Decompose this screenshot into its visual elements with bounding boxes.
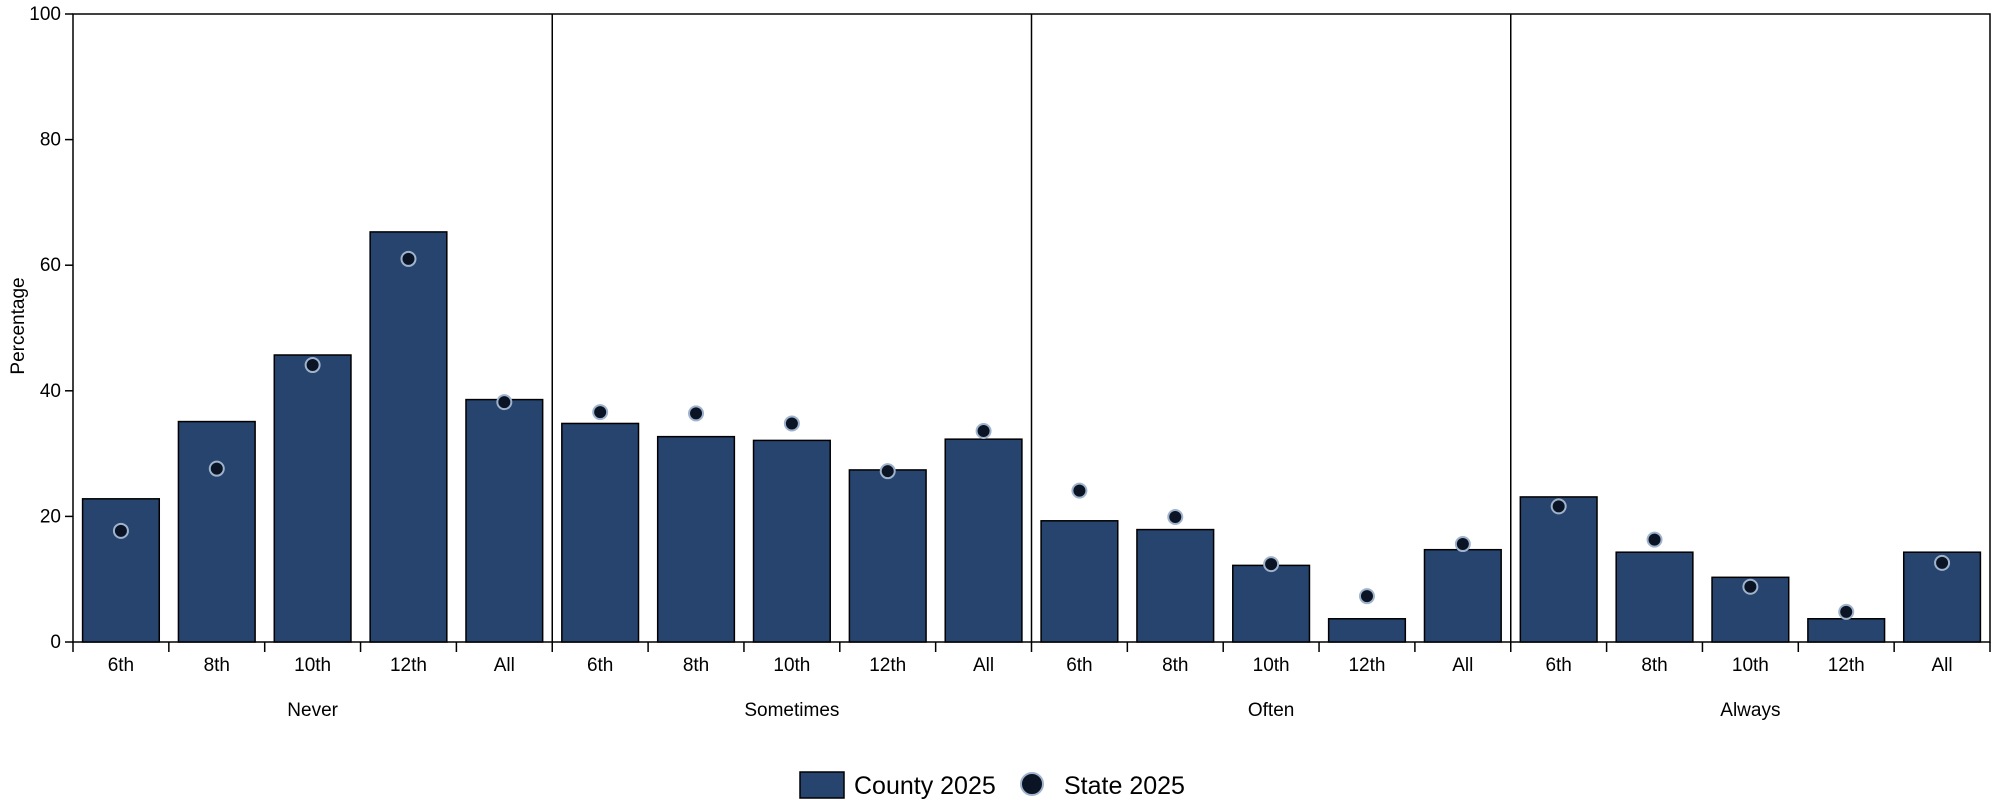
state-dot bbox=[1071, 482, 1088, 499]
state-dot bbox=[879, 463, 896, 480]
bar bbox=[1615, 551, 1694, 643]
category-label: 10th bbox=[1253, 655, 1290, 676]
legend-label-state: State 2025 bbox=[1064, 772, 1185, 800]
category-label: 6th bbox=[1545, 655, 1571, 676]
bar bbox=[752, 439, 831, 643]
state-dot bbox=[1358, 588, 1375, 605]
state-dot bbox=[1550, 498, 1567, 515]
legend: County 2025 State 2025 bbox=[799, 771, 1185, 800]
state-dot bbox=[592, 404, 609, 421]
legend-label-county: County 2025 bbox=[854, 772, 996, 800]
category-label: 8th bbox=[683, 655, 709, 676]
state-dot bbox=[304, 357, 321, 374]
category-label: 8th bbox=[204, 655, 230, 676]
bar bbox=[465, 398, 544, 643]
bar bbox=[1040, 520, 1119, 643]
bar bbox=[1232, 564, 1311, 643]
plot-area: 0 20 40 60 80 100 Never 6th 8th 10th 12th All Someti… bbox=[29, 4, 1991, 721]
state-dot bbox=[1167, 509, 1184, 526]
bar bbox=[177, 420, 256, 643]
state-dot bbox=[112, 522, 129, 539]
group-label: Always bbox=[1720, 700, 1780, 721]
category-label: 6th bbox=[1066, 655, 1092, 676]
category-label: 12th bbox=[869, 655, 906, 676]
bar bbox=[369, 231, 448, 643]
bar bbox=[273, 354, 352, 643]
y-tick-label: 0 bbox=[50, 632, 61, 653]
state-dot bbox=[400, 250, 417, 267]
y-tick-label: 40 bbox=[40, 381, 61, 402]
y-axis-label: Percentage bbox=[8, 277, 29, 374]
y-tick-label: 80 bbox=[40, 130, 61, 151]
bar bbox=[81, 498, 161, 643]
state-dot bbox=[1838, 603, 1855, 620]
state-dot bbox=[1646, 531, 1663, 548]
bar bbox=[1519, 496, 1598, 643]
state-dot bbox=[496, 394, 513, 411]
category-label: 10th bbox=[773, 655, 810, 676]
category-label: 12th bbox=[390, 655, 427, 676]
bar bbox=[656, 435, 736, 643]
legend-swatch-state bbox=[1020, 772, 1044, 796]
state-dot bbox=[1934, 554, 1951, 571]
category-label: 8th bbox=[1641, 655, 1667, 676]
y-tick-label: 20 bbox=[40, 506, 61, 527]
state-dot bbox=[688, 405, 705, 422]
state-dot bbox=[1263, 556, 1280, 573]
category-label: 10th bbox=[294, 655, 331, 676]
bar bbox=[561, 422, 640, 643]
category-label: All bbox=[1932, 655, 1953, 676]
category-label: 10th bbox=[1732, 655, 1769, 676]
state-dot bbox=[1742, 578, 1759, 595]
bar bbox=[848, 469, 927, 643]
bar bbox=[1136, 528, 1215, 643]
state-dot bbox=[208, 460, 225, 477]
y-tick-label: 100 bbox=[29, 4, 61, 25]
category-label: 12th bbox=[1348, 655, 1385, 676]
y-tick-label: 60 bbox=[40, 255, 61, 276]
category-label: All bbox=[1452, 655, 1473, 676]
bar bbox=[944, 438, 1023, 643]
category-label: 6th bbox=[587, 655, 613, 676]
bar bbox=[1423, 548, 1502, 643]
group-label: Sometimes bbox=[744, 700, 839, 721]
category-label: 6th bbox=[108, 655, 134, 676]
category-label: 8th bbox=[1162, 655, 1188, 676]
group-label: Never bbox=[287, 700, 338, 721]
category-label: 12th bbox=[1828, 655, 1865, 676]
group-label: Often bbox=[1248, 700, 1294, 721]
category-label: All bbox=[973, 655, 994, 676]
state-dot bbox=[975, 422, 992, 439]
category-label: All bbox=[494, 655, 515, 676]
bar bbox=[1807, 618, 1886, 643]
legend-swatch-county bbox=[799, 771, 845, 799]
state-dot bbox=[1454, 536, 1471, 553]
state-dot bbox=[783, 415, 800, 432]
bar bbox=[1327, 618, 1407, 643]
